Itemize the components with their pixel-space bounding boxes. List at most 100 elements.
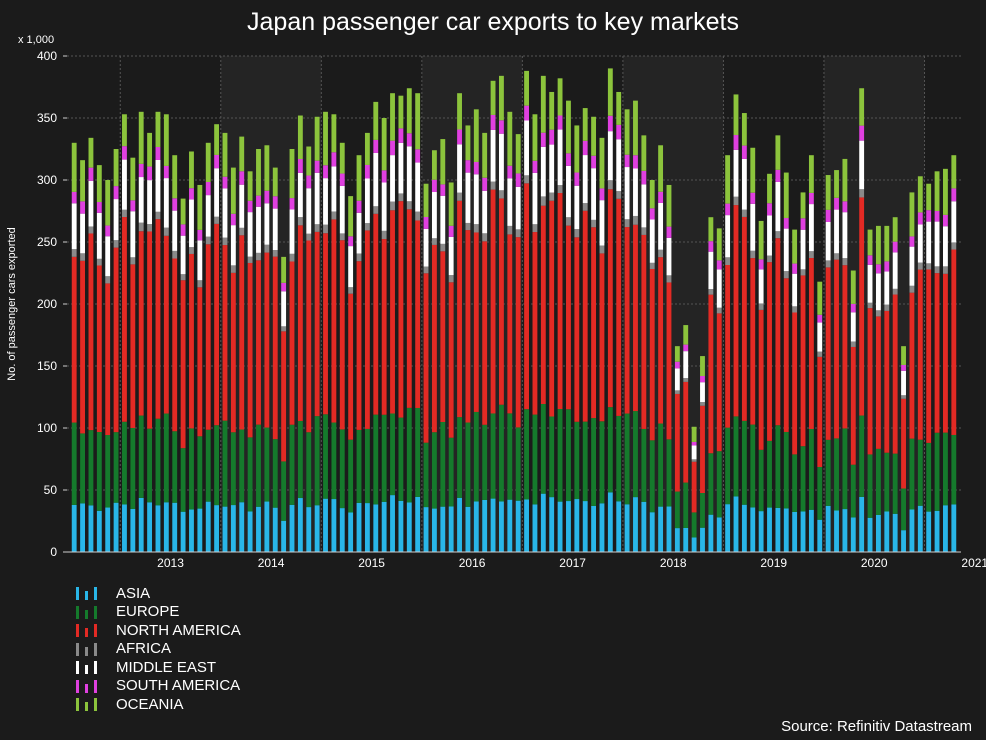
bar-51-middle-east (499, 133, 504, 191)
bar-74-europe (691, 512, 697, 538)
bar-44-south-america (440, 184, 446, 196)
legend-item-middle-east: MIDDLE EAST (76, 658, 241, 677)
bar-9-north-america (147, 231, 153, 429)
bar-21-europe (247, 437, 253, 512)
bar-56-africa (540, 196, 546, 206)
bar-30-europe (323, 414, 328, 499)
bar-38-south-america (390, 140, 395, 156)
legend-swatch-bar (94, 605, 97, 619)
legend-swatch-oceania (76, 697, 106, 712)
bar-62-north-america (591, 227, 597, 419)
legend-swatch-europe (76, 605, 106, 619)
bar-102-africa (926, 263, 932, 270)
bar-52-asia (507, 499, 513, 552)
bar-19-oceania (230, 167, 236, 214)
bar-21-asia (247, 511, 253, 552)
bar-25-middle-east (281, 291, 287, 327)
bar-104-oceania (943, 168, 948, 215)
bar-11-south-america (163, 165, 169, 179)
bar-42-africa (423, 266, 429, 274)
bar-74-north-america (691, 461, 697, 513)
bar-91-asia (834, 510, 839, 552)
bar-70-south-america (658, 191, 664, 203)
bar-78-africa (725, 257, 731, 266)
bar-28-south-america (306, 175, 312, 189)
bar-71-south-america (666, 226, 672, 238)
bar-93-africa (850, 341, 856, 347)
bar-82-south-america (758, 259, 764, 270)
bar-4-south-america (105, 225, 111, 237)
bar-34-north-america (356, 261, 362, 430)
bar-76-africa (708, 289, 714, 295)
bar-76-south-america (708, 241, 714, 252)
y-unit-label: x 1,000 (18, 34, 55, 46)
bar-91-south-america (834, 197, 839, 210)
bar-58-africa (557, 185, 563, 194)
bar-34-oceania (356, 155, 362, 201)
bar-8-asia (138, 497, 144, 552)
bar-27-asia (297, 498, 303, 552)
bar-34-africa (356, 253, 362, 262)
bar-103-europe (934, 432, 940, 511)
bar-22-africa (256, 252, 261, 261)
bar-102-oceania (926, 183, 932, 211)
bar-38-asia (390, 495, 395, 552)
bar-83-asia (767, 507, 772, 552)
bar-89-middle-east (817, 322, 823, 352)
bar-8-europe (138, 415, 144, 498)
bar-28-asia (306, 507, 312, 552)
bar-66-oceania (624, 109, 630, 155)
bar-103-africa (934, 266, 940, 274)
bar-20-europe (239, 429, 245, 503)
bar-34-south-america (356, 200, 362, 213)
bar-103-south-america (934, 211, 940, 222)
bar-73-europe (683, 482, 689, 528)
bar-105-asia (951, 504, 957, 552)
legend-swatch-bar (76, 642, 79, 656)
bar-41-europe (415, 407, 421, 497)
bar-100-north-america (909, 292, 915, 439)
bar-28-north-america (306, 240, 312, 433)
bar-98-oceania (892, 217, 898, 242)
bar-3-africa (96, 258, 102, 266)
bar-0-north-america (71, 256, 77, 423)
bar-83-middle-east (767, 215, 772, 256)
bar-21-middle-east (247, 212, 253, 257)
bar-6-oceania (122, 114, 127, 147)
bar-7-africa (130, 257, 136, 265)
bar-43-north-america (431, 244, 437, 433)
bar-74-middle-east (691, 445, 697, 460)
bar-46-middle-east (457, 144, 462, 193)
legend-item-africa: AFRICA (76, 640, 241, 659)
bar-30-south-america (323, 165, 328, 179)
bar-11-europe (163, 413, 169, 503)
bar-86-africa (792, 306, 798, 313)
bar-73-middle-east (683, 351, 689, 379)
bar-60-asia (574, 499, 580, 552)
bar-82-africa (758, 303, 764, 310)
bar-40-asia (406, 502, 412, 552)
bar-67-asia (633, 497, 638, 552)
bar-92-south-america (842, 201, 848, 213)
bar-59-asia (566, 501, 571, 552)
bar-64-south-america (607, 115, 613, 132)
bar-20-asia (239, 502, 245, 552)
bar-43-oceania (431, 150, 437, 180)
bar-100-africa (909, 285, 915, 293)
bar-72-oceania (674, 346, 680, 362)
bar-29-oceania (314, 116, 320, 161)
legend-item-north-america: NORTH AMERICA (76, 621, 241, 640)
bar-8-south-america (138, 163, 144, 178)
bar-2-europe (88, 430, 94, 506)
bar-68-south-america (641, 170, 647, 185)
bar-35-africa (364, 223, 370, 231)
bar-66-north-america (624, 227, 630, 414)
bar-40-middle-east (406, 146, 412, 202)
bar-95-oceania (867, 229, 873, 256)
bar-16-south-america (205, 182, 211, 196)
bar-81-europe (750, 424, 756, 508)
bar-71-north-america (666, 282, 672, 440)
bar-60-middle-east (574, 185, 580, 230)
bar-77-asia (716, 517, 722, 552)
bar-31-north-america (331, 219, 337, 423)
